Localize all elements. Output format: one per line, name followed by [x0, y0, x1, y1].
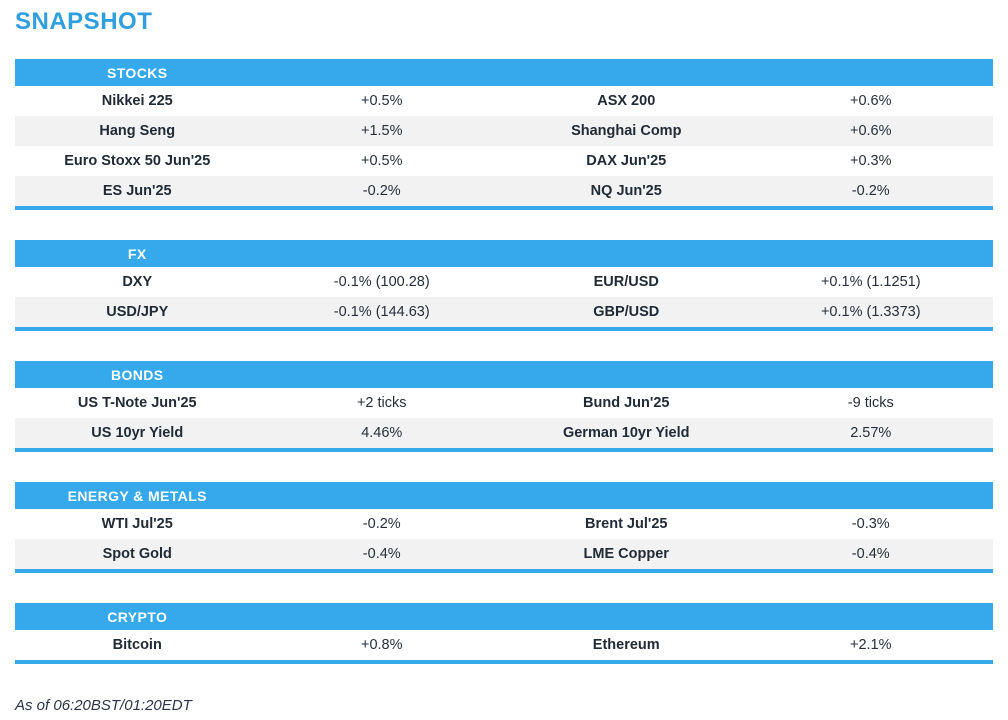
table-row: US T-Note Jun'25 +2 ticks Bund Jun'25 -9 ti… — [15, 388, 993, 418]
instrument-value: -0.2% — [851, 183, 890, 199]
instrument-name: German 10yr Yield — [562, 425, 690, 441]
instrument-value: +0.8% — [360, 637, 403, 653]
instrument-name: Spot Gold — [102, 546, 172, 562]
instrument-value: +2.1% — [849, 637, 892, 653]
instrument-value: +1.5% — [360, 123, 403, 139]
section-header-crypto: CRYPTO — [15, 603, 993, 630]
instrument-name: Euro Stoxx 50 Jun'25 — [64, 153, 211, 169]
instrument-value: +0.1% (1.1251) — [820, 274, 921, 290]
instrument-value: -0.1% (144.63) — [333, 304, 430, 320]
instrument-value: -0.2% — [362, 183, 401, 199]
instrument-name: Shanghai Comp — [571, 123, 682, 139]
section-rows: WTI Jul'25 -0.2% Brent Jul'25 -0.3% Spot Gol… — [15, 509, 993, 569]
section-header-energy-metals: ENERGY & METALS — [15, 482, 993, 509]
section-crypto: CRYPTO Bitcoin +0.8% Ethereum +2.1% — [15, 603, 993, 664]
section-header-stocks: STOCKS — [15, 59, 993, 86]
section-label: BONDS — [110, 366, 164, 383]
section-rows: Bitcoin +0.8% Ethereum +2.1% — [15, 630, 993, 660]
instrument-name: Nikkei 225 — [101, 93, 173, 109]
instrument-value: +0.6% — [849, 93, 892, 109]
instrument-name: Hang Seng — [99, 123, 176, 139]
section-energy-metals: ENERGY & METALS WTI Jul'25 -0.2% Brent Jul'… — [15, 482, 993, 573]
section-label: ENERGY & METALS — [67, 487, 207, 504]
instrument-value: -0.4% — [851, 546, 890, 562]
instrument-name: GBP/USD — [593, 304, 660, 320]
instrument-value: -0.4% — [362, 546, 401, 562]
instrument-name: DXY — [122, 274, 153, 290]
instrument-name: ES Jun'25 — [102, 183, 172, 199]
instrument-name: Brent Jul'25 — [585, 516, 668, 532]
section-label: STOCKS — [107, 64, 168, 81]
instrument-name: NQ Jun'25 — [590, 183, 662, 199]
section-fx: FX DXY -0.1% (100.28) EUR/USD +0.1% (1.1251)… — [15, 240, 993, 331]
instrument-value: +0.5% — [360, 153, 403, 169]
instrument-name: ASX 200 — [597, 93, 656, 109]
table-row: Euro Stoxx 50 Jun'25 +0.5% DAX Jun'25 +0.3% — [15, 146, 993, 176]
instrument-value: +2 ticks — [356, 395, 407, 411]
table-row: Bitcoin +0.8% Ethereum +2.1% — [15, 630, 993, 660]
table-row: Spot Gold -0.4% LME Copper -0.4% — [15, 539, 993, 569]
table-row: Nikkei 225 +0.5% ASX 200 +0.6% — [15, 86, 993, 116]
table-row: DXY -0.1% (100.28) EUR/USD +0.1% (1.1251) — [15, 267, 993, 297]
section-bonds: BONDS US T-Note Jun'25 +2 ticks Bund Jun'25… — [15, 361, 993, 452]
instrument-value: -9 ticks — [847, 395, 894, 411]
instrument-value: 2.57% — [850, 425, 892, 441]
section-header-fx: FX — [15, 240, 993, 267]
instrument-value: 4.46% — [361, 425, 403, 441]
instrument-name: EUR/USD — [593, 274, 659, 290]
instrument-name: LME Copper — [583, 546, 669, 562]
table-row: ES Jun'25 -0.2% NQ Jun'25 -0.2% — [15, 176, 993, 206]
table-row: Hang Seng +1.5% Shanghai Comp +0.6% — [15, 116, 993, 146]
table-row: USD/JPY -0.1% (144.63) GBP/USD +0.1% (1.337… — [15, 297, 993, 327]
section-label: FX — [127, 245, 147, 262]
section-rows: DXY -0.1% (100.28) EUR/USD +0.1% (1.1251) US… — [15, 267, 993, 327]
instrument-value: -0.1% (100.28) — [333, 274, 430, 290]
instrument-name: WTI Jul'25 — [101, 516, 173, 532]
instrument-name: Bund Jun'25 — [583, 395, 670, 411]
instrument-name: DAX Jun'25 — [586, 153, 667, 169]
instrument-name: US T-Note Jun'25 — [77, 395, 197, 411]
section-header-bonds: BONDS — [15, 361, 993, 388]
table-row: US 10yr Yield 4.46% German 10yr Yield 2.57% — [15, 418, 993, 448]
instrument-value: +0.6% — [849, 123, 892, 139]
page-title: SNAPSHOT — [15, 8, 153, 35]
instrument-name: Ethereum — [592, 637, 660, 653]
instrument-value: +0.1% (1.3373) — [820, 304, 921, 320]
instrument-name: USD/JPY — [106, 304, 169, 320]
sections-container: STOCKS Nikkei 225 +0.5% ASX 200 +0.6% Hang Se… — [15, 59, 993, 664]
section-rows: Nikkei 225 +0.5% ASX 200 +0.6% Hang Seng +1.5… — [15, 86, 993, 206]
section-stocks: STOCKS Nikkei 225 +0.5% ASX 200 +0.6% Hang Se… — [15, 59, 993, 210]
instrument-name: Bitcoin — [112, 637, 162, 653]
footer-timestamp: As of 06:20BST/01:20EDT — [15, 697, 192, 714]
instrument-value: +0.3% — [849, 153, 892, 169]
instrument-value: +0.5% — [360, 93, 403, 109]
instrument-value: -0.2% — [362, 516, 401, 532]
table-row: WTI Jul'25 -0.2% Brent Jul'25 -0.3% — [15, 509, 993, 539]
section-rows: US T-Note Jun'25 +2 ticks Bund Jun'25 -9 ti… — [15, 388, 993, 448]
instrument-name: US 10yr Yield — [91, 425, 184, 441]
instrument-value: -0.3% — [851, 516, 890, 532]
section-label: CRYPTO — [107, 608, 168, 625]
